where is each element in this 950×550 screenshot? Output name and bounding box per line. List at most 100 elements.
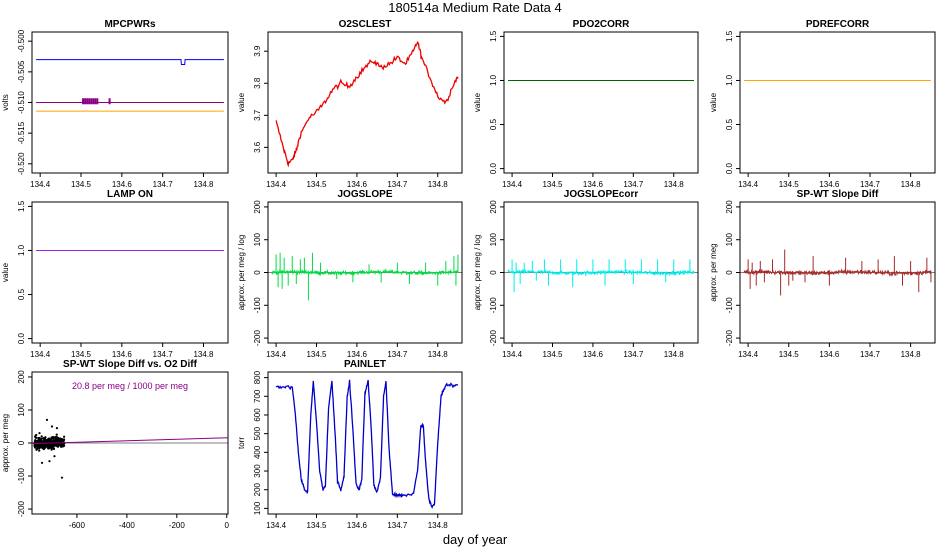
y-tick-label: 200	[17, 370, 26, 384]
y-tick-label: 0	[17, 440, 26, 445]
plot-area	[275, 379, 459, 509]
x-tick-label: 0	[225, 521, 230, 530]
fit-line	[32, 437, 228, 445]
panel-jogslope: JOGSLOPE approx. per meg / log 134.4 134.5 1…	[237, 189, 463, 359]
x-tick-label: 134.8	[428, 180, 449, 189]
y-axis-label: value	[473, 92, 482, 112]
scatter-point	[36, 439, 39, 442]
chart-title: LAMP ON	[107, 189, 153, 200]
plot-area	[32, 418, 228, 479]
y-tick-label: 1.5	[725, 30, 734, 42]
y-tick-label: 200	[253, 200, 262, 214]
x-tick-label: 134.4	[266, 180, 287, 189]
x-tick-label: 134.6	[583, 350, 604, 359]
y-tick-label: -100	[725, 297, 734, 314]
scatter-point	[55, 433, 58, 436]
scatter-point	[52, 447, 56, 451]
x-tick-label: -400	[119, 521, 136, 530]
y-tick-label: -0.505	[17, 60, 26, 83]
page-title: 180514a Medium Rate Data 4	[388, 0, 561, 15]
scatter-point	[35, 448, 38, 451]
y-tick-label: 100	[725, 232, 734, 246]
y-tick-label: 3.6	[253, 141, 262, 153]
x-tick-label: 134.6	[583, 180, 604, 189]
scatter-point	[53, 444, 57, 447]
x-tick-label: 134.7	[860, 350, 881, 359]
x-tick-label: 134.7	[623, 350, 644, 359]
scatter-point	[34, 439, 37, 443]
scatter-point	[37, 436, 40, 440]
panel-lampon: LAMP ON value 134.4 134.5 134.6 134.7 134.8 0.0…	[1, 189, 229, 359]
x-tick-label: 134.5	[306, 350, 327, 359]
y-tick-label: 0.5	[489, 118, 498, 130]
x-tick-label: 134.8	[428, 521, 449, 530]
panel-pdrefcorr: PDREFCORR value 134.4 134.5 134.6 134.7 134.8 0…	[709, 19, 936, 189]
x-tick-label: 134.4	[266, 521, 287, 530]
x-tick-label: 134.8	[193, 350, 214, 359]
y-axis-label: value	[1, 262, 10, 282]
y-tick-label: 400	[253, 445, 262, 459]
chart-title: PAINLET	[344, 359, 386, 370]
scatter-point	[40, 445, 44, 449]
plot-frame	[503, 31, 699, 174]
y-tick-label: 200	[489, 200, 498, 214]
panel-mpcpwrs: MPCPWRs volts 134.4 134.5 134.6 134.7 134.8 -0.…	[1, 19, 229, 189]
series-marker	[96, 98, 99, 105]
scatter-point	[62, 439, 65, 442]
x-tick-label: 134.8	[193, 180, 214, 189]
x-tick-label: 134.8	[901, 350, 922, 359]
scatter-point	[40, 461, 44, 464]
x-tick-label: 134.5	[71, 350, 92, 359]
y-tick-label: 1.0	[725, 74, 734, 86]
y-tick-label: 3.9	[253, 45, 262, 57]
series-marker	[108, 98, 111, 105]
scatter-point	[48, 460, 51, 463]
plot-area	[36, 59, 224, 112]
y-tick-label: 100	[253, 501, 262, 515]
scatter-point	[38, 431, 41, 435]
y-axis-label: approx. per meg	[1, 414, 10, 472]
series-marker	[88, 98, 91, 105]
plot-frame	[31, 201, 229, 344]
scatter-point	[45, 418, 49, 421]
y-tick-label: -200	[17, 500, 26, 517]
chart-title: JOGSLOPEcorr	[564, 189, 639, 200]
x-tick-label: 134.4	[266, 350, 287, 359]
y-tick-label: 800	[253, 370, 262, 384]
y-tick-label: -0.500	[17, 29, 26, 52]
x-tick-label: 134.6	[347, 521, 368, 530]
scatter-point	[50, 425, 54, 428]
y-tick-label: 0	[725, 270, 734, 275]
panel-jogslopecorr: JOGSLOPEcorr approx. per meg / log 134.4 13…	[473, 189, 699, 359]
x-tick-label: 134.8	[428, 350, 449, 359]
bottom-axis-label: day of year	[443, 532, 508, 547]
scatter-point	[51, 437, 55, 440]
series-marker	[86, 98, 89, 105]
y-tick-label: 3.7	[253, 109, 262, 121]
scatter-point	[54, 437, 57, 440]
scatter-point	[39, 444, 42, 447]
x-tick-label: 134.6	[819, 180, 840, 189]
x-tick-label: 134.7	[387, 180, 408, 189]
x-tick-label: 134.8	[664, 180, 685, 189]
x-tick-label: 134.8	[664, 350, 685, 359]
x-tick-label: 134.7	[153, 180, 174, 189]
x-tick-label: 134.5	[306, 180, 327, 189]
x-tick-label: 134.6	[347, 180, 368, 189]
scatter-point	[63, 444, 66, 447]
x-tick-label: 134.7	[623, 180, 644, 189]
x-tick-label: -200	[169, 521, 186, 530]
scatter-point	[48, 437, 51, 440]
series-marker	[90, 98, 93, 105]
y-tick-label: -100	[489, 297, 498, 314]
y-tick-label: 0.0	[489, 162, 498, 174]
plot-area	[268, 252, 462, 301]
panel-pdo2corr: PDO2CORR value 134.4 134.5 134.6 134.7 134.8 0.…	[473, 19, 699, 189]
scatter-point	[44, 446, 47, 449]
x-tick-label: 134.6	[112, 180, 133, 189]
scatter-point	[35, 436, 38, 439]
chart-title: PDO2CORR	[573, 19, 630, 30]
scatter-point	[59, 440, 62, 443]
series-marker	[92, 98, 95, 105]
fit-annotation: 20.8 per meg / 1000 per meg	[72, 381, 188, 391]
